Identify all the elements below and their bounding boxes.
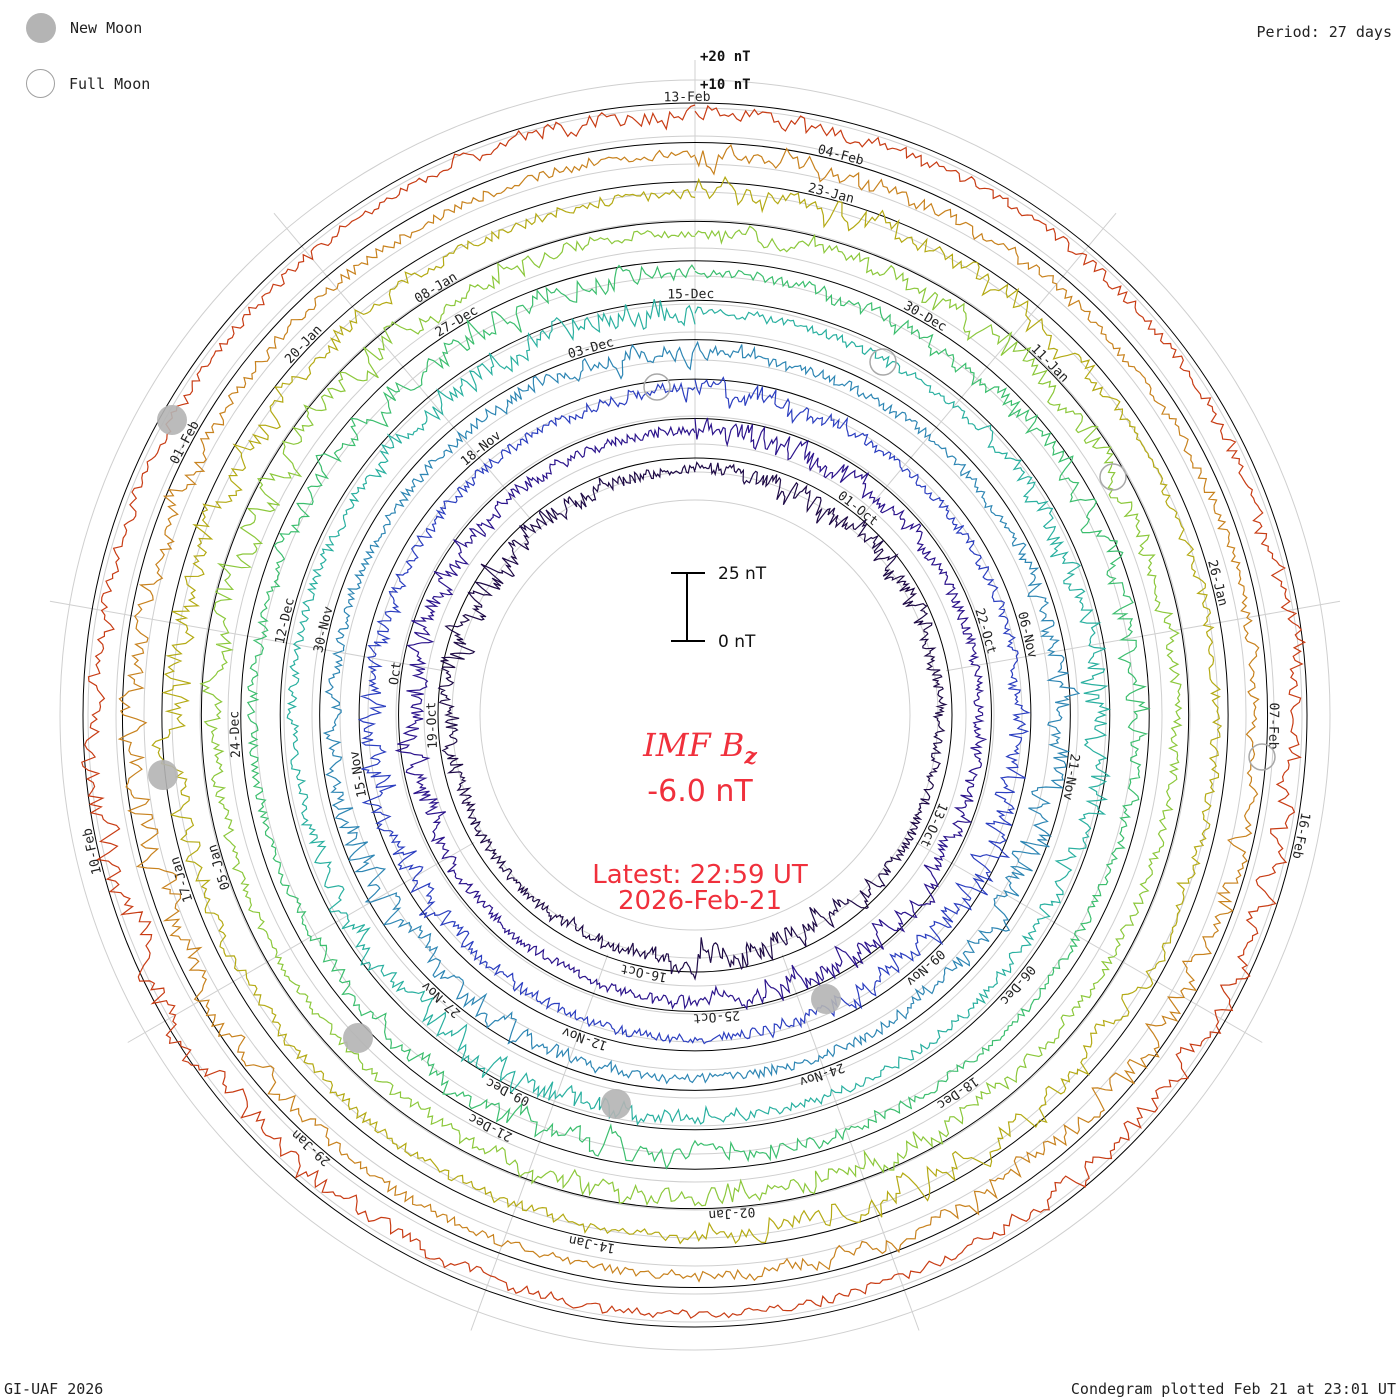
date-label: 27-Dec [433,303,481,340]
date-label: 07-Feb [1265,702,1281,749]
legend-full-moon: Full Moon [26,69,150,98]
imf-title-sub: z [744,743,757,770]
date-label: 13-Feb [664,90,711,106]
date-label: Oct [387,661,405,686]
trace-rotation-8 [117,143,1260,1283]
full-moon-marker [1099,463,1127,491]
zero-ring-2 [358,378,1032,1052]
zero-ring-3 [319,339,1071,1091]
date-label: 12-Dec [273,596,298,645]
zero-ring-9 [82,102,1308,1328]
offset-label: +20 nT [700,49,751,65]
date-label: 14-Jan [567,1232,616,1256]
zero-ring-6 [200,220,1190,1210]
latest-date: 2026-Feb-21 [617,886,783,916]
date-label: 25-Oct [692,1007,740,1025]
date-label: 05-Jan [205,842,234,891]
zero-ring-5 [240,260,1150,1170]
grid-spoke [946,600,1341,672]
date-label: 04-Feb [816,142,865,168]
date-label: 15-Nov [347,750,370,799]
grid-spoke [470,954,609,1331]
new-moon-marker [601,1089,631,1119]
legend-new-moon-label: New Moon [70,19,143,37]
trace-rotation-7 [151,175,1223,1245]
trace-rotation-3 [322,340,1081,1085]
trace-rotation-2 [357,376,1031,1045]
zero-ring-4 [279,299,1111,1131]
new-moon-marker [148,760,178,790]
imf-value: -6.0 nT [647,774,753,809]
trace-rotation-4 [286,299,1112,1126]
date-label: 13-Oct [917,800,950,849]
date-label: 12-Nov [560,1023,609,1052]
offset-label: +10 nT [700,77,751,93]
imf-title-text: IMF B [643,726,745,764]
date-label: 10-Feb [80,826,105,875]
trace-rotation-1 [394,417,988,1011]
full-moon-marker [869,348,897,376]
scale-top-label: 25 nT [718,564,767,584]
grid-spoke [915,842,1263,1043]
new-moon-icon [26,13,56,43]
date-label: 16-Feb [1289,811,1313,860]
date-label: 11-Jan [1028,342,1072,386]
grid-ring [479,499,911,931]
date-label: 24-Dec [227,711,244,759]
trace-rotation-6 [199,225,1183,1207]
grid-spoke [49,600,444,672]
grid-rings [49,60,1341,1351]
legend-new-moon: New Moon [26,13,142,43]
scale-bottom-label: 0 nT [718,632,756,652]
date-label: 06-Dec [996,962,1038,1008]
date-label: 02-Jan [708,1204,756,1222]
date-label: 22-Oct [971,607,998,656]
full-moon-icon [26,69,55,98]
full-moon-marker [1248,743,1276,771]
zero-ring-7 [161,181,1229,1249]
period-label: Period: 27 days [1256,23,1392,41]
date-label: 20-Jan [282,323,325,367]
new-moon-marker [157,405,187,435]
latest-time: Latest: 22:59 UT [592,860,808,890]
legend-full-moon-label: Full Moon [69,74,151,93]
date-label: 01-Oct [834,488,880,529]
date-label: 16-Oct [619,960,668,984]
date-label: 30-Nov [311,605,336,654]
date-label: 19-Oct [424,702,441,750]
new-moon-marker [811,984,841,1014]
zero-ring-0 [437,457,953,973]
new-moon-marker [343,1023,373,1053]
imf-title: IMF Bz [500,726,900,769]
trace-rotation-0 [437,461,948,981]
date-label: 30-Dec [901,299,949,335]
trace-rotation-5 [246,264,1151,1170]
date-label: 21-Nov [1059,752,1081,801]
date-label: 26-Jan [1204,559,1230,608]
zero-ring-8 [121,141,1269,1289]
grid-spoke [858,212,1117,520]
grid-spoke [273,212,532,520]
plotted-label: Condegram plotted Feb 21 at 23:01 UT [1070,1380,1396,1398]
credit-label: GI-UAF 2026 [4,1380,104,1398]
date-label: 15-Dec [667,287,714,302]
full-moon-marker [643,373,671,401]
